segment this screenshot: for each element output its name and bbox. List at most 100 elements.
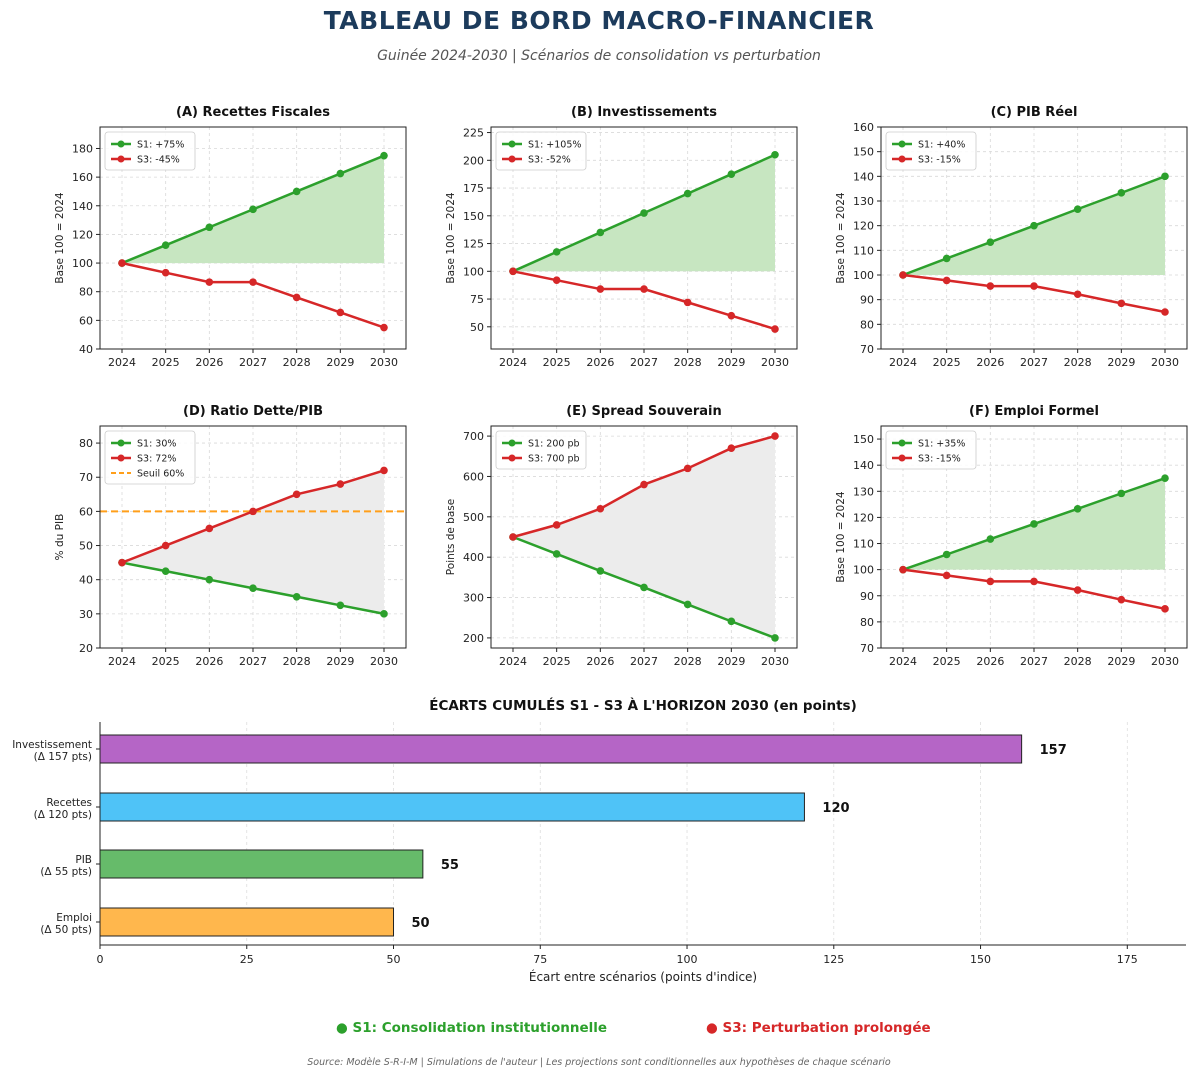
chart-c-series-s3-point [899, 271, 907, 279]
chart-d-series-s1-point [336, 601, 345, 610]
chart-d-series-s1-point [205, 575, 214, 584]
chart-a-ytick-label: 100 [72, 257, 93, 270]
chart-f-xtick-label: 2024 [889, 655, 917, 668]
chart-a-xtick-label: 2025 [152, 356, 180, 369]
chart-g-category-sublabel: (Δ 120 pts) [34, 809, 92, 821]
chart-c-legend-marker [898, 155, 906, 163]
chart-b-ytick-label: 150 [463, 210, 484, 223]
legend-s3: ● S3: Perturbation prolongée [706, 1020, 931, 1036]
chart-e-legend-marker [508, 439, 516, 447]
chart-d-legend-marker [117, 439, 125, 447]
chart-g-xlabel: Écart entre scénarios (points d'indice) [529, 969, 757, 984]
chart-g-category-sublabel: (Δ 50 pts) [40, 924, 92, 936]
chart-b-series-s1-point [552, 248, 561, 256]
chart-d-xtick-label: 2024 [108, 655, 136, 668]
chart-d-ylabel: % du PIB [54, 514, 66, 561]
chart-e-series-s3-point [509, 533, 517, 541]
chart-b-legend-marker [508, 140, 516, 148]
chart-d-xtick-label: 2030 [370, 655, 398, 668]
chart-f-ytick-label: 80 [860, 616, 874, 629]
chart-b-xtick-label: 2029 [717, 356, 745, 369]
chart-e-xtick-label: 2027 [630, 655, 658, 668]
chart-d-ytick-label: 40 [79, 574, 93, 587]
chart-f-series-s1-point [942, 550, 951, 559]
chart-c-ytick-label: 160 [853, 121, 874, 134]
chart-g-bar [99, 792, 805, 822]
chart-g-category-label: Recettes [46, 797, 92, 809]
legend-s1: ● S1: Consolidation institutionnelle [336, 1020, 608, 1036]
chart-f-series-s3-point [942, 571, 951, 580]
chart-e-series-s1-point [596, 567, 605, 575]
chart-f-ytick-label: 70 [860, 642, 874, 655]
chart-g-xtick-label: 25 [240, 953, 254, 966]
chart-b-ytick-label: 125 [463, 238, 484, 251]
chart-b-legend-label: S3: -52% [528, 155, 571, 166]
chart-e-series-s3-point [727, 444, 736, 453]
chart-c-xtick-label: 2029 [1107, 356, 1135, 369]
chart-g-bar [99, 734, 1023, 764]
chart-a-series-s3-point [118, 259, 126, 267]
chart-a-series-s1-point [249, 205, 257, 214]
chart-f-ytick-label: 130 [853, 485, 874, 498]
chart-a-title: (A) Recettes Fiscales [176, 105, 330, 120]
dashboard-title: TABLEAU DE BORD MACRO-FINANCIER [323, 6, 875, 35]
chart-c-legend-label: S1: +40% [918, 140, 965, 151]
chart-b-ylabel: Base 100 = 2024 [445, 192, 457, 283]
chart-e-ytick-label: 500 [463, 511, 484, 524]
chart-e-series-s1-point [552, 550, 561, 558]
chart-f-series-s1-point [1161, 474, 1169, 483]
chart-c-legend-marker [898, 140, 906, 148]
chart-e-series-s1-point [727, 617, 736, 626]
chart-g-xtick-label: 50 [387, 953, 401, 966]
chart-c-xtick-label: 2027 [1020, 356, 1048, 369]
chart-c-series-s3-point [1117, 299, 1126, 308]
chart-b-series-s3-point [727, 311, 736, 320]
chart-a-ytick-label: 180 [72, 142, 93, 155]
chart-b-series-s3-point [552, 276, 561, 284]
chart-c-legend-label: S3: -15% [918, 155, 961, 166]
chart-f-series-s3-point [1073, 586, 1082, 594]
chart-e-legend-label: S3: 700 pb [528, 454, 580, 465]
chart-g-bar [99, 849, 424, 879]
chart-g-bar-value-label: 157 [1040, 743, 1067, 758]
chart-b-xtick-label: 2025 [543, 356, 571, 369]
chart-c-ytick-label: 130 [853, 195, 874, 208]
chart-d-series-s1-point [249, 584, 257, 593]
chart-a-frame [99, 126, 407, 350]
chart-a-legend-label: S1: +75% [137, 140, 184, 151]
chart-d-series-s3-point [292, 490, 301, 499]
chart-b-xtick-label: 2030 [761, 356, 789, 369]
chart-a-series-s3-point [249, 278, 257, 286]
chart-c-series-s3-point [1073, 290, 1082, 299]
chart-f-series-s3-point [1117, 595, 1126, 604]
chart-d-xtick-label: 2027 [239, 655, 267, 668]
chart-a-xtick-label: 2030 [370, 356, 398, 369]
chart-f-xtick-label: 2026 [976, 655, 1004, 668]
chart-b-series-s3-point [509, 267, 517, 276]
chart-d-ytick-label: 70 [79, 471, 93, 484]
chart-d-legend-label: Seuil 60% [137, 469, 184, 480]
chart-c-xtick-label: 2025 [933, 356, 961, 369]
chart-b-ytick-label: 50 [470, 321, 484, 334]
chart-b-series-s3-point [683, 298, 692, 307]
chart-e-xtick-label: 2028 [674, 655, 702, 668]
chart-a-series-s3-point [205, 278, 214, 286]
chart-d-legend-label: S3: 72% [137, 454, 176, 465]
chart-f-ytick-label: 120 [853, 511, 874, 524]
chart-a-legend-label: S3: -45% [137, 155, 180, 166]
chart-a-series-s3-point [161, 268, 170, 277]
chart-b-xtick-label: 2024 [499, 356, 527, 369]
chart-e-legend-box [495, 430, 587, 470]
chart-c-series-s1-point [1161, 172, 1169, 181]
chart-d-legend-marker [117, 454, 125, 462]
chart-c-ytick-label: 140 [853, 170, 874, 183]
chart-c-frame [880, 126, 1188, 350]
chart-b-xtick-label: 2026 [586, 356, 614, 369]
chart-c-series-s3-point [1161, 308, 1169, 316]
chart-f-legend-marker [898, 454, 906, 462]
chart-a-ylabel: Base 100 = 2024 [54, 192, 66, 283]
chart-d-series-s3-point [118, 558, 126, 567]
chart-e-legend-marker [508, 454, 516, 462]
chart-g-category-label: PIB [75, 854, 92, 866]
chart-e-legend-label: S1: 200 pb [528, 439, 580, 450]
